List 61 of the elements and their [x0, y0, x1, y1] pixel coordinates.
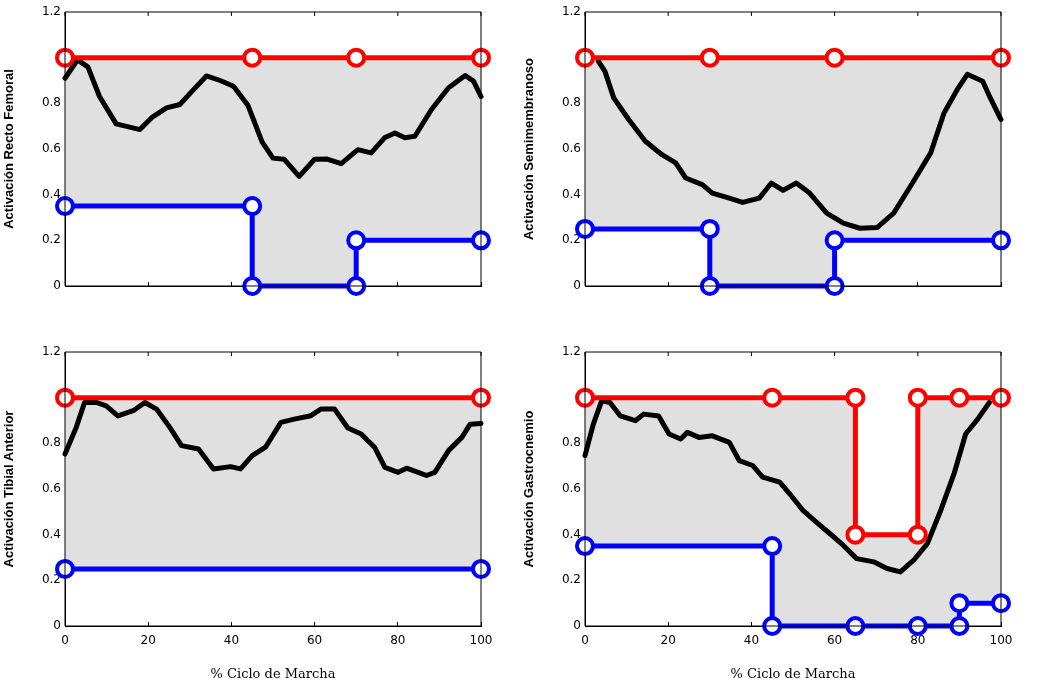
x-tick-label: 40 [743, 633, 760, 648]
y-tick-label: 1.2 [41, 344, 61, 359]
y-tick-label: 0.4 [41, 526, 61, 541]
x-tick-label: 60 [306, 633, 323, 648]
y-tick-label: 0.4 [561, 186, 581, 201]
y-tick-label: 0.8 [561, 95, 581, 110]
y-tick-label: 0.8 [561, 435, 581, 450]
y-tick-label: 0.6 [561, 141, 581, 156]
y-tick-label: 0.6 [561, 481, 581, 496]
y-tick-label: 0.6 [41, 141, 61, 156]
y-axis-title: Activación Tibial Anterior [1, 410, 17, 568]
point [762, 616, 783, 636]
point [845, 387, 866, 408]
point [242, 276, 263, 296]
y-tick-label: 0 [573, 618, 581, 633]
point [242, 196, 263, 217]
y-axis-title: Activación Recto Femoral [1, 69, 17, 229]
y-tick-label: 0.4 [41, 186, 61, 201]
point [949, 387, 970, 408]
x-axis-title: % Ciclo de Marcha [210, 665, 336, 681]
point [346, 47, 367, 68]
y-tick-label: 0.8 [41, 435, 61, 450]
y-tick-label: 0.6 [41, 481, 61, 496]
point [824, 47, 845, 68]
x-tick-label: 80 [390, 633, 406, 648]
point [907, 387, 928, 408]
point [762, 536, 783, 557]
x-tick-label: 60 [826, 633, 843, 648]
x-tick-label: 100 [989, 633, 1013, 648]
x-axis-title: % Ciclo de Marcha [730, 665, 856, 681]
point [346, 276, 367, 296]
point [699, 218, 720, 239]
x-tick-label: 20 [660, 633, 676, 648]
y-tick-label: 0 [53, 278, 61, 293]
point [346, 230, 367, 251]
y-axis-title: Activación Semimembranoso [521, 57, 537, 241]
point [699, 47, 720, 68]
x-tick-label: 80 [910, 633, 926, 648]
y-tick-label: 0.2 [41, 232, 61, 247]
point [845, 524, 866, 545]
point [824, 276, 845, 296]
y-tick-label: 1.2 [561, 4, 581, 19]
y-tick-label: 0.8 [41, 95, 61, 110]
point [242, 47, 263, 68]
y-tick-label: 0 [53, 618, 61, 633]
y-tick-label: 0.4 [561, 526, 581, 541]
y-tick-label: 0 [573, 278, 581, 293]
point [907, 524, 928, 545]
point [949, 593, 970, 614]
x-tick-label: 40 [223, 633, 240, 648]
y-tick-label: 1.2 [561, 344, 581, 359]
y-tick-label: 0.2 [41, 572, 61, 587]
y-tick-label: 0.2 [561, 572, 581, 587]
x-tick-label: 100 [469, 633, 493, 648]
x-tick-label: 20 [140, 633, 156, 648]
y-tick-label: 0.2 [561, 232, 581, 247]
y-axis-title: Activación Gastrocnemio [521, 410, 537, 568]
point [824, 230, 845, 251]
point [762, 387, 783, 408]
y-tick-label: 1.2 [41, 4, 61, 19]
point [907, 616, 928, 636]
